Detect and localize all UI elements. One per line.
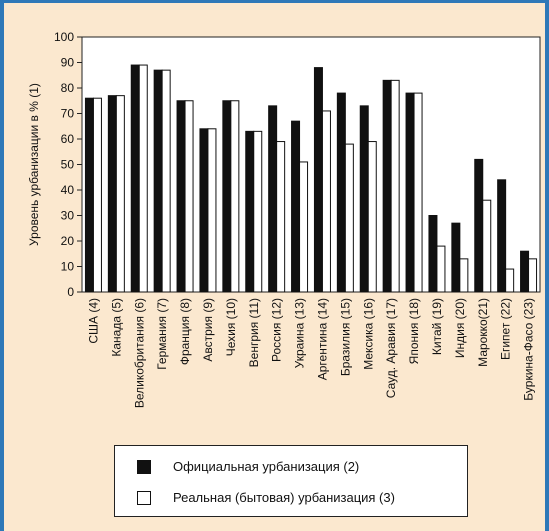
category-label: Чехия (10)	[224, 298, 238, 356]
y-tick-label: 10	[61, 260, 75, 274]
y-tick-label: 20	[61, 234, 75, 248]
category-label: Канада (5)	[109, 298, 123, 357]
bar-real	[230, 100, 240, 293]
bar-official	[474, 158, 484, 293]
accent-right-bar	[545, 0, 549, 531]
bar-real	[505, 268, 515, 293]
legend-swatch-official	[137, 459, 151, 474]
bar-official	[245, 130, 255, 293]
y-axis-label: Уровень урбанизации в % (1)	[27, 83, 41, 246]
category-label: Буркина-Фасо (23)	[522, 298, 536, 401]
bar-real	[367, 141, 377, 293]
bar-real	[138, 64, 148, 293]
bar-real	[344, 143, 354, 293]
category-label: Украина (13)	[293, 298, 307, 368]
bar-official	[153, 69, 163, 293]
bar-real	[321, 110, 331, 293]
bar-real	[207, 128, 217, 293]
y-tick-label: 60	[61, 132, 75, 146]
bar-official	[199, 128, 209, 293]
bar-real	[390, 79, 400, 293]
category-label: Япония (18)	[407, 298, 421, 364]
bar-real	[115, 95, 125, 293]
bar-official	[451, 222, 461, 293]
bar-real	[482, 199, 492, 293]
y-tick-label: 30	[61, 209, 75, 223]
y-tick-label: 0	[67, 285, 74, 299]
y-tick-label: 40	[61, 183, 75, 197]
legend-item-official: Официальная урбанизация (2)	[137, 459, 359, 474]
bar-real	[253, 130, 263, 293]
accent-left-bar	[0, 0, 4, 531]
bar-real	[436, 245, 446, 293]
y-tick-label: 70	[61, 107, 75, 121]
bar-official	[520, 250, 530, 293]
category-label: Мексика (16)	[361, 298, 375, 370]
category-label: Великобритания (6)	[132, 298, 146, 408]
category-label: Сауд. Аравия (17)	[384, 298, 398, 398]
bar-real	[276, 141, 286, 293]
legend-label-official: Официальная урбанизация (2)	[173, 459, 360, 474]
y-tick-label: 90	[61, 56, 75, 70]
bar-official	[84, 97, 94, 293]
bar-official	[313, 67, 323, 293]
y-tick-label: 80	[61, 81, 75, 95]
y-tick-label: 50	[61, 158, 75, 172]
bar-official	[382, 79, 392, 293]
category-label: Аргентина (14)	[315, 298, 329, 380]
bar-real	[92, 97, 102, 293]
bar-real	[161, 69, 171, 293]
category-label: Россия (12)	[270, 298, 284, 362]
category-label: Бразилия (15)	[338, 298, 352, 376]
bar-official	[405, 92, 415, 293]
plot-background	[81, 36, 541, 293]
legend: Официальная урбанизация (2) Реальная (бы…	[114, 445, 468, 517]
bar-official	[222, 100, 232, 293]
bar-real	[459, 258, 469, 293]
category-label: Венгрия (11)	[247, 298, 261, 367]
category-label: Франция (8)	[178, 298, 192, 365]
bar-official	[130, 64, 140, 293]
bar-official	[336, 92, 346, 293]
category-label: Египет (22)	[499, 298, 513, 360]
bar-official	[497, 179, 507, 293]
legend-swatch-real	[137, 490, 151, 505]
legend-item-real: Реальная (бытовая) урбанизация (3)	[137, 490, 395, 505]
bar-real	[184, 100, 194, 293]
bar-official	[291, 120, 301, 293]
bar-real	[413, 92, 423, 293]
category-label: Китай (19)	[430, 298, 444, 355]
bar-official	[176, 100, 186, 293]
bar-official	[107, 95, 117, 293]
plot-area: 0 10 20 30 40 50 60 70 80 90 100 Уровень урбанизаци…	[27, 30, 541, 408]
bar-real	[299, 161, 309, 293]
category-label: Германия (7)	[155, 298, 169, 370]
category-label: Индия (20)	[453, 298, 467, 358]
category-label: Австрия (9)	[201, 298, 215, 362]
bar-real	[528, 258, 538, 293]
bar-official	[359, 105, 369, 293]
category-label: США (4)	[86, 298, 100, 344]
bar-official	[428, 215, 438, 293]
bar-official	[268, 105, 278, 293]
legend-label-real: Реальная (бытовая) урбанизация (3)	[173, 490, 395, 505]
category-label: Марокко(21)	[476, 298, 490, 367]
y-tick-label: 100	[54, 30, 74, 44]
accent-top-bar	[0, 0, 549, 3]
